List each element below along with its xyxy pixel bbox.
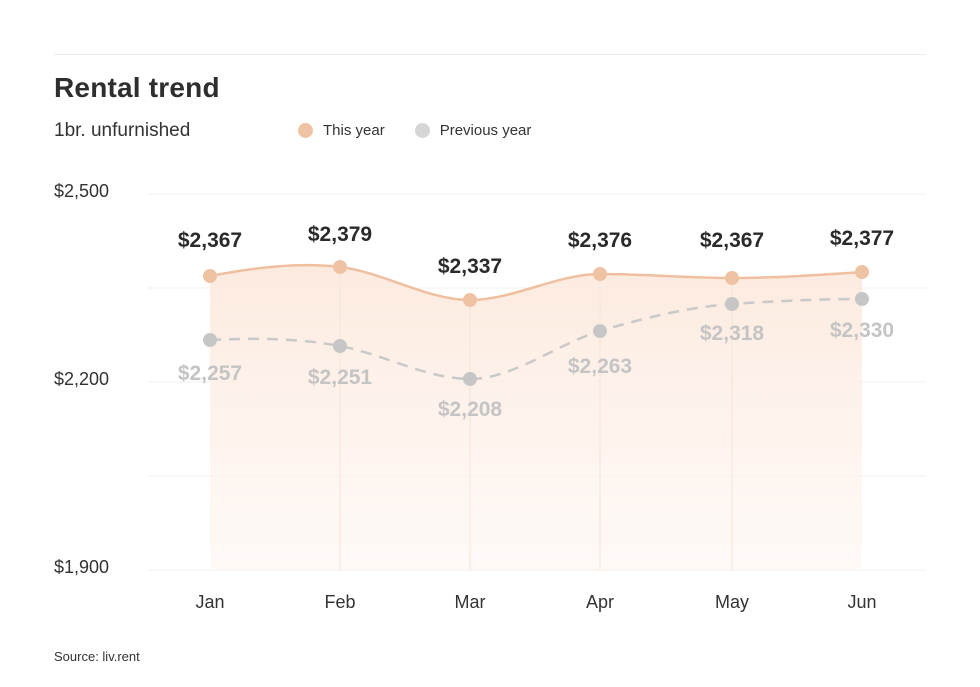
legend-label: This year <box>323 122 385 139</box>
this-year-value-label: $2,337 <box>437 255 503 278</box>
data-point[interactable] <box>725 297 739 311</box>
data-point[interactable] <box>593 324 607 338</box>
this-year-value-label: $2,367 <box>699 229 765 252</box>
previous-year-points <box>203 292 869 386</box>
this-year-value-label: $2,376 <box>567 229 633 252</box>
this-year-points <box>203 260 869 307</box>
this-year-value-label: $2,379 <box>307 223 373 246</box>
y-tick-label: $1,900 <box>54 557 110 577</box>
top-divider <box>54 54 926 55</box>
chart-title: Rental trend <box>54 72 220 103</box>
this-year-value-label: $2,377 <box>829 227 895 250</box>
data-point[interactable] <box>463 372 477 386</box>
legend-label: Previous year <box>439 122 532 139</box>
data-point[interactable] <box>855 292 869 306</box>
data-point[interactable] <box>203 333 217 347</box>
x-tick-label: Feb <box>324 592 356 612</box>
source-note: Source: liv.rent <box>54 649 140 664</box>
data-point[interactable] <box>333 339 347 353</box>
data-point[interactable] <box>593 267 607 281</box>
legend-item-this-year: This year <box>298 122 385 139</box>
previous-year-value-label: $2,251 <box>307 366 373 389</box>
chart-subtitle: 1br. unfurnished <box>54 120 191 141</box>
previous-year-value-label: $2,257 <box>177 362 243 385</box>
legend-dot-icon <box>298 123 313 138</box>
data-point[interactable] <box>463 293 477 307</box>
previous-year-line <box>209 297 863 381</box>
x-tick-label: Apr <box>585 592 614 612</box>
x-tick-label: Jan <box>195 592 225 612</box>
x-tick-label: May <box>714 592 749 612</box>
data-point[interactable] <box>855 265 869 279</box>
previous-year-value-label: $2,208 <box>437 398 503 421</box>
previous-year-value-label: $2,263 <box>567 355 633 378</box>
previous-year-value-label: $2,330 <box>829 319 895 342</box>
data-point[interactable] <box>203 269 217 283</box>
legend: This year Previous year <box>298 122 561 139</box>
vertical-grid-lines <box>339 267 733 570</box>
x-tick-label: Mar <box>454 592 486 612</box>
this-year-value-label: $2,367 <box>177 229 243 252</box>
y-tick-label: $2,200 <box>54 369 110 389</box>
legend-item-previous-year: Previous year <box>414 122 532 139</box>
previous-year-value-label: $2,318 <box>699 322 765 345</box>
x-tick-label: Jun <box>847 592 877 612</box>
this-year-line <box>209 263 863 302</box>
data-point[interactable] <box>725 271 739 285</box>
y-tick-label: $2,500 <box>54 181 110 201</box>
legend-dot-icon <box>414 123 430 138</box>
this-year-area <box>210 265 862 570</box>
data-point[interactable] <box>333 260 347 274</box>
